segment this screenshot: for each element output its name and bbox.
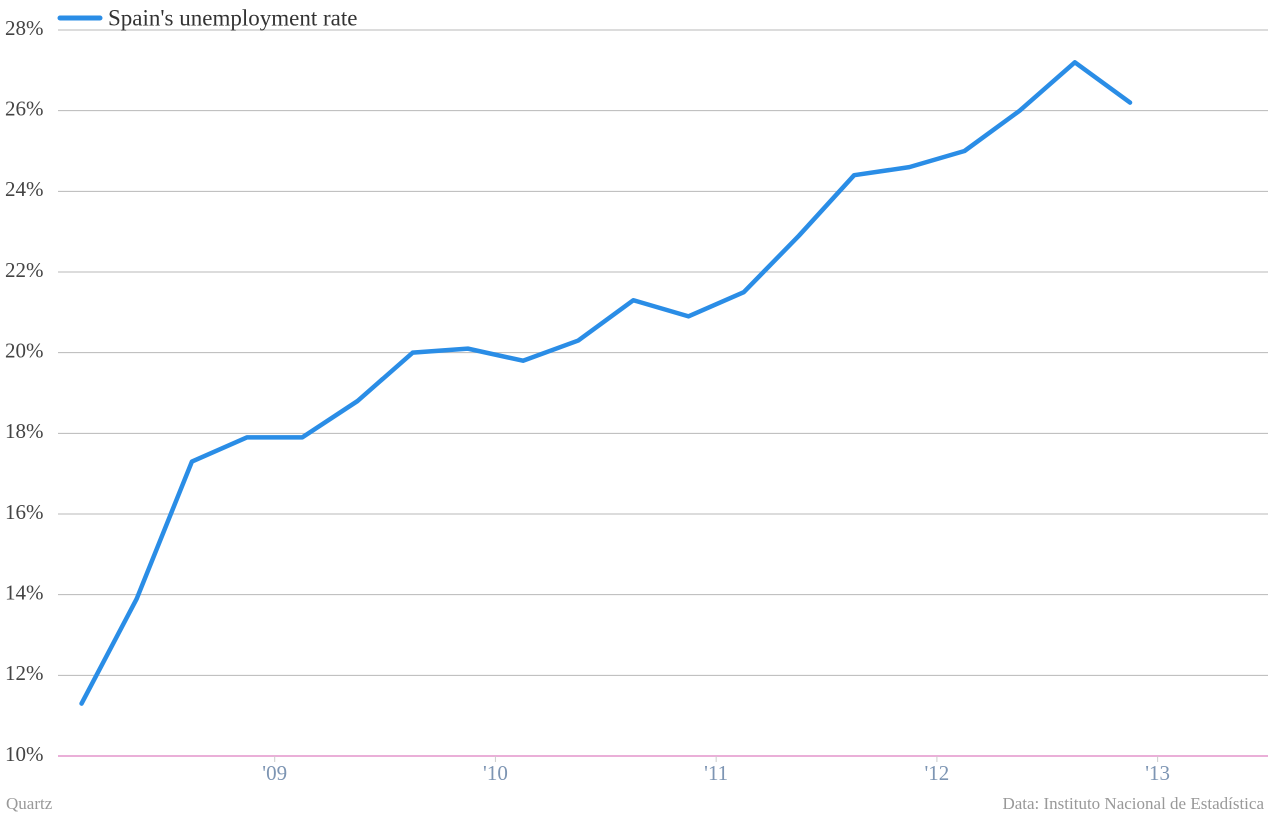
y-tick-label: 18%	[5, 419, 44, 443]
x-tick-label: '12	[925, 761, 950, 785]
credit: Quartz	[6, 794, 53, 813]
source: Data: Instituto Nacional de Estadística	[1002, 794, 1264, 813]
y-tick-label: 24%	[5, 177, 44, 201]
y-tick-label: 10%	[5, 742, 44, 766]
x-tick-label: '13	[1145, 761, 1170, 785]
legend-label: Spain's unemployment rate	[108, 5, 357, 30]
line	[79, 60, 1133, 706]
y-tick-label: 26%	[5, 96, 44, 120]
x-tick-label: '09	[262, 761, 287, 785]
y-tick-label: 22%	[5, 258, 44, 282]
y-tick-label: 14%	[5, 580, 44, 604]
y-tick-label: 12%	[5, 661, 44, 685]
y-tick-label: 20%	[5, 338, 44, 362]
x-tick-label: '10	[483, 761, 508, 785]
y-tick-label: 28%	[5, 16, 44, 40]
x-tick-label: '11	[704, 761, 728, 785]
y-tick-label: 16%	[5, 500, 44, 524]
